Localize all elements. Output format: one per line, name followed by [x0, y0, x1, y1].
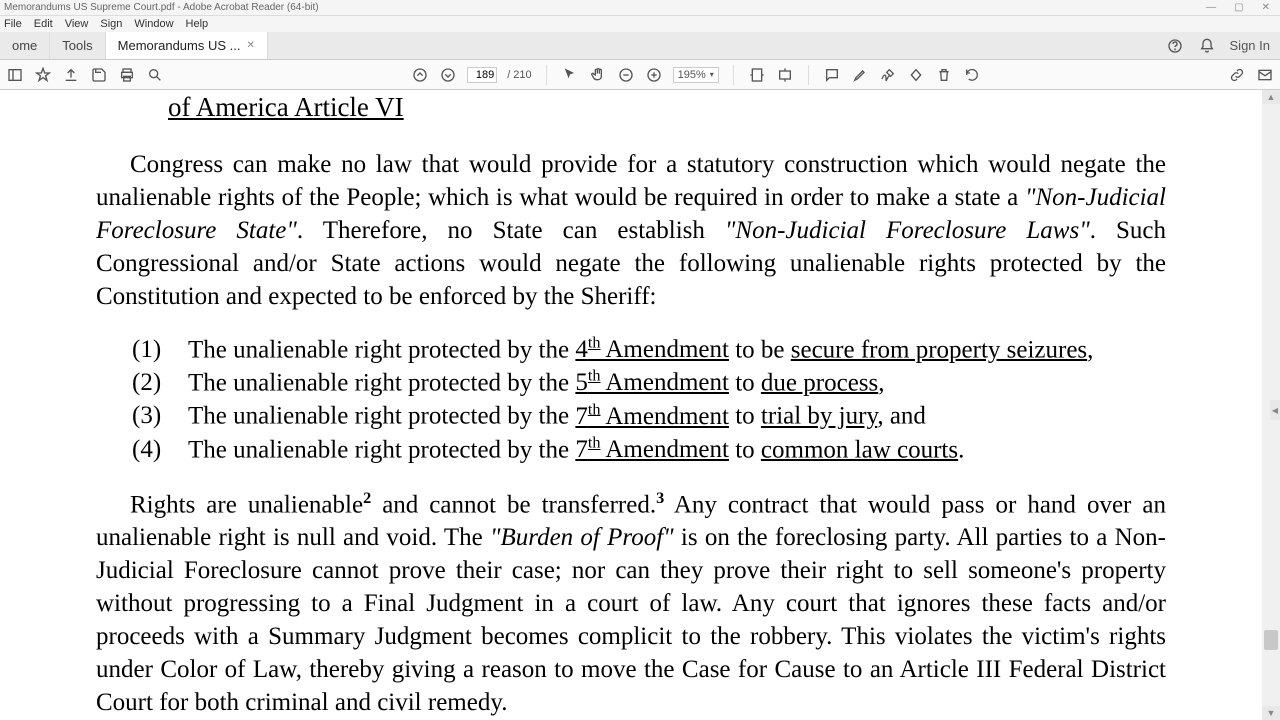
selection-icon[interactable]: [561, 66, 579, 84]
signature-icon[interactable]: [879, 66, 897, 84]
zoom-out-icon[interactable]: [617, 66, 635, 84]
close-icon[interactable]: ✕: [246, 40, 254, 51]
tab-bar: ome Tools Memorandums US ... ✕ Sign In: [0, 32, 1280, 60]
help-icon[interactable]: [1166, 37, 1184, 55]
search-icon[interactable]: [146, 66, 164, 84]
separator: [808, 65, 809, 85]
close-button[interactable]: ✕: [1262, 0, 1270, 15]
comment-icon[interactable]: [823, 66, 841, 84]
hand-icon[interactable]: [589, 66, 607, 84]
page-total-label: / 210: [507, 69, 531, 81]
rights-list: (1) The unalienable right protected by t…: [132, 333, 1166, 466]
zoom-in-icon[interactable]: [645, 66, 663, 84]
menu-view[interactable]: View: [65, 18, 89, 30]
list-item: (3) The unalienable right protected by t…: [132, 399, 1166, 432]
window-title: Memorandums US Supreme Court.pdf - Adobe…: [4, 0, 319, 15]
maximize-button[interactable]: ▢: [1234, 0, 1243, 15]
document-content: of America Article VI Congress can make …: [96, 90, 1166, 719]
star-icon[interactable]: [34, 66, 52, 84]
menu-sign[interactable]: Sign: [100, 18, 122, 30]
sidebar-toggle-icon[interactable]: [6, 66, 24, 84]
zoom-select[interactable]: 195%▾: [673, 67, 719, 83]
tab-tools[interactable]: Tools: [50, 32, 105, 59]
save-icon[interactable]: [90, 66, 108, 84]
menu-file[interactable]: File: [4, 18, 22, 30]
toolbar: / 210 195%▾: [0, 60, 1280, 90]
bell-icon[interactable]: [1198, 37, 1216, 55]
window-controls: — ▢ ✕: [1206, 0, 1280, 15]
delete-icon[interactable]: [935, 66, 953, 84]
list-item: (1) The unalienable right protected by t…: [132, 333, 1166, 366]
list-item: (2) The unalienable right protected by t…: [132, 366, 1166, 399]
tab-document[interactable]: Memorandums US ... ✕: [106, 32, 268, 59]
email-icon[interactable]: [1256, 66, 1274, 84]
sign-in-link[interactable]: Sign In: [1230, 38, 1270, 53]
panel-collapse-icon[interactable]: ◀: [1270, 400, 1280, 420]
page-up-icon[interactable]: [411, 66, 429, 84]
scroll-down-icon[interactable]: ▼: [1262, 706, 1280, 720]
link-icon[interactable]: [1228, 66, 1246, 84]
menu-window[interactable]: Window: [134, 18, 173, 30]
menu-help[interactable]: Help: [186, 18, 209, 30]
paragraph-1: Congress can make no law that would prov…: [96, 148, 1166, 313]
document-viewport[interactable]: of America Article VI Congress can make …: [0, 90, 1262, 720]
fit-width-icon[interactable]: [748, 66, 766, 84]
scroll-thumb[interactable]: [1264, 630, 1278, 650]
menu-edit[interactable]: Edit: [34, 18, 53, 30]
upload-icon[interactable]: [62, 66, 80, 84]
print-icon[interactable]: [118, 66, 136, 84]
rotate-icon[interactable]: [963, 66, 981, 84]
minimize-button[interactable]: —: [1206, 0, 1216, 15]
fit-page-icon[interactable]: [776, 66, 794, 84]
page-down-icon[interactable]: [439, 66, 457, 84]
separator: [546, 65, 547, 85]
title-bar: Memorandums US Supreme Court.pdf - Adobe…: [0, 0, 1280, 16]
tab-home[interactable]: ome: [0, 32, 50, 59]
separator: [733, 65, 734, 85]
menu-bar: File Edit View Sign Window Help: [0, 16, 1280, 32]
paragraph-2: Rights are unalienable2 and cannot be tr…: [96, 488, 1166, 719]
highlight-icon[interactable]: [851, 66, 869, 84]
scroll-up-icon[interactable]: ▲: [1262, 90, 1280, 104]
heading-fragment: of America Article VI: [168, 90, 1166, 126]
page-number-input[interactable]: [467, 67, 497, 83]
list-item: (4) The unalienable right protected by t…: [132, 433, 1166, 466]
stamp-icon[interactable]: [907, 66, 925, 84]
